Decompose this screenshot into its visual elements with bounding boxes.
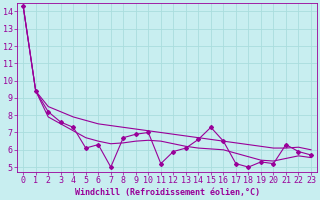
X-axis label: Windchill (Refroidissement éolien,°C): Windchill (Refroidissement éolien,°C) [75, 188, 260, 197]
